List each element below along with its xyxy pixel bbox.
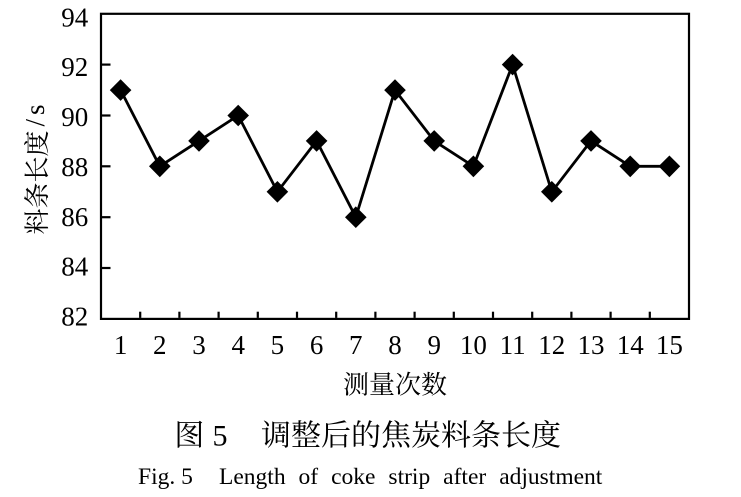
- svg-text:9: 9: [427, 330, 441, 360]
- svg-text:15: 15: [656, 330, 683, 360]
- svg-text:10: 10: [460, 330, 487, 360]
- svg-text:11: 11: [500, 330, 526, 360]
- svg-text:8: 8: [388, 330, 402, 360]
- svg-text:Length of coke strip after adj: Length of coke strip after adjustment: [219, 464, 603, 490]
- svg-text:6: 6: [310, 330, 324, 360]
- svg-text:/s: /s: [20, 100, 50, 126]
- svg-text:88: 88: [61, 152, 88, 182]
- svg-text:82: 82: [61, 302, 88, 332]
- svg-text:1: 1: [114, 330, 128, 360]
- svg-text:13: 13: [578, 330, 605, 360]
- svg-text:90: 90: [61, 102, 88, 132]
- svg-text:5: 5: [271, 330, 285, 360]
- svg-text:12: 12: [538, 330, 565, 360]
- svg-text:14: 14: [617, 330, 645, 360]
- svg-text:3: 3: [192, 330, 206, 360]
- svg-text:7: 7: [349, 330, 363, 360]
- svg-text:84: 84: [61, 252, 89, 282]
- svg-text:Fig. 5: Fig. 5: [138, 464, 193, 490]
- svg-text:4: 4: [231, 330, 245, 360]
- svg-text:5: 5: [213, 419, 228, 452]
- svg-text:2: 2: [153, 330, 167, 360]
- svg-text:92: 92: [61, 52, 88, 82]
- svg-text:94: 94: [61, 2, 89, 32]
- svg-text:86: 86: [61, 202, 88, 232]
